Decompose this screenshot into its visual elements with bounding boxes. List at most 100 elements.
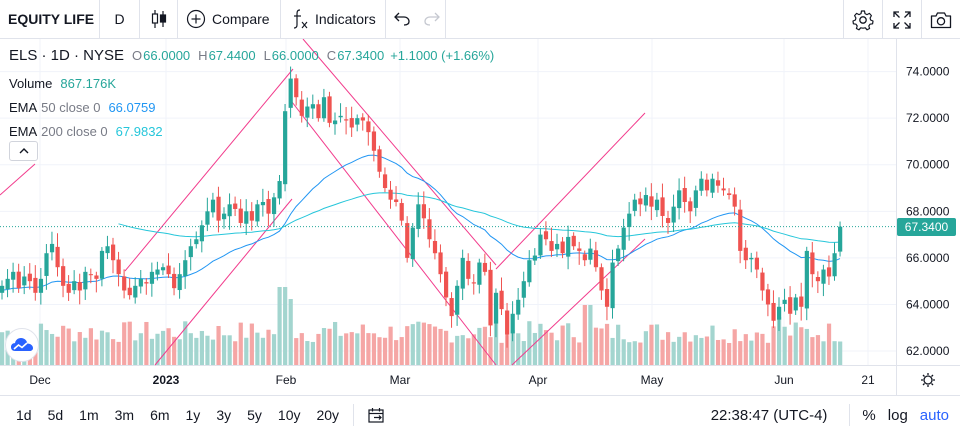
range-3m[interactable]: 3m (114, 406, 135, 423)
candle-body[interactable] (588, 248, 593, 260)
candle-body[interactable] (22, 276, 27, 286)
chart-type-button[interactable] (140, 0, 178, 39)
candle-body[interactable] (654, 199, 660, 211)
candle-body[interactable] (499, 290, 504, 310)
candle-body[interactable] (505, 310, 510, 335)
candle-body[interactable] (138, 278, 143, 287)
candle-body[interactable] (355, 118, 360, 125)
candle-body[interactable] (222, 213, 227, 220)
candle-body[interactable] (621, 227, 626, 250)
candle-body[interactable] (455, 285, 460, 315)
candle-body[interactable] (327, 96, 332, 123)
candle-body[interactable] (116, 259, 121, 275)
candle-body[interactable] (199, 225, 204, 242)
candle-body[interactable] (577, 248, 582, 251)
tradingview-logo[interactable] (5, 328, 39, 362)
candle-body[interactable] (682, 188, 687, 202)
trend-channel-line[interactable] (124, 68, 294, 272)
candle-body[interactable] (666, 218, 671, 223)
candle-body[interactable] (44, 253, 49, 276)
candle-body[interactable] (0, 285, 5, 293)
candle-body[interactable] (826, 267, 832, 277)
candle-body[interactable] (177, 274, 182, 291)
candle-body[interactable] (516, 299, 521, 315)
candle-body[interactable] (599, 267, 604, 291)
candle-body[interactable] (333, 120, 338, 125)
candle-body[interactable] (771, 302, 776, 321)
candle-body[interactable] (754, 257, 759, 270)
candle-body[interactable] (294, 78, 299, 98)
candle-body[interactable] (493, 292, 499, 324)
candle-body[interactable] (277, 181, 282, 199)
candle-body[interactable] (638, 198, 643, 205)
candle-body[interactable] (377, 149, 382, 172)
candle-body[interactable] (155, 269, 160, 275)
candle-body[interactable] (582, 254, 587, 261)
candle-body[interactable] (715, 180, 721, 186)
candle-body[interactable] (283, 111, 288, 185)
candle-body[interactable] (566, 236, 571, 257)
candle-body[interactable] (310, 104, 315, 109)
candle-body[interactable] (643, 195, 648, 206)
candle-body[interactable] (649, 196, 654, 207)
candle-body[interactable] (94, 275, 99, 279)
candle-body[interactable] (172, 273, 177, 289)
goto-date-button[interactable] (360, 396, 394, 433)
candle-body[interactable] (510, 313, 515, 334)
candle-body[interactable] (421, 204, 426, 219)
candle-body[interactable] (99, 250, 105, 279)
candle-body[interactable] (538, 234, 543, 256)
trend-channel-line[interactable] (0, 163, 36, 196)
indicators-button[interactable]: Indicators (281, 0, 386, 39)
candle-body[interactable] (632, 199, 637, 211)
candle-body[interactable] (188, 246, 193, 258)
candle-body[interactable] (382, 174, 388, 189)
candle-body[interactable] (527, 260, 532, 283)
candle-body[interactable] (66, 283, 71, 293)
trend-channel-line[interactable] (291, 101, 497, 366)
candle-body[interactable] (288, 78, 293, 108)
candle-body[interactable] (832, 253, 837, 277)
candle-body[interactable] (183, 260, 188, 277)
candle-body[interactable] (216, 196, 221, 221)
candle-body[interactable] (260, 202, 266, 206)
candle-body[interactable] (244, 211, 249, 224)
candle-body[interactable] (271, 197, 277, 215)
time-axis[interactable]: Dec 2023 Feb Mar Apr May Jun 21 (29, 373, 875, 387)
chart-pane[interactable]: 74.0000 72.0000 70.0000 68.0000 66.0000 64.00… (0, 39, 960, 395)
candle-body[interactable] (821, 269, 826, 284)
candle-body[interactable] (61, 266, 66, 286)
candle-body[interactable] (349, 118, 354, 128)
candle-body[interactable] (427, 219, 432, 240)
candle-body[interactable] (765, 289, 771, 305)
range-1y[interactable]: 1y (185, 406, 201, 423)
candle-body[interactable] (555, 243, 560, 250)
candle-body[interactable] (149, 271, 155, 284)
candle-body[interactable] (266, 199, 271, 214)
candle-body[interactable] (610, 262, 615, 309)
candle-body[interactable] (815, 277, 821, 282)
candle-body[interactable] (704, 179, 710, 191)
candle-body[interactable] (543, 231, 549, 240)
candle-body[interactable] (133, 285, 138, 298)
candle-body[interactable] (449, 298, 454, 317)
candle-body[interactable] (27, 273, 32, 282)
candle-body[interactable] (55, 246, 60, 268)
legend-symbol-title[interactable]: ELS · 1D · NYSE (9, 47, 125, 64)
candle-body[interactable] (688, 201, 693, 212)
range-10y[interactable]: 10y (277, 406, 301, 423)
legend-collapse-button[interactable] (9, 141, 38, 161)
candle-body[interactable] (249, 211, 254, 221)
candle-body[interactable] (38, 278, 44, 293)
percent-scale-toggle[interactable]: % (862, 406, 876, 424)
candle-body[interactable] (460, 257, 465, 289)
candle-body[interactable] (394, 199, 399, 202)
candle-body[interactable] (743, 247, 748, 261)
candle-body[interactable] (593, 250, 599, 268)
trend-channel-line[interactable] (302, 39, 497, 266)
candle-body[interactable] (782, 299, 787, 304)
candle-body[interactable] (710, 178, 715, 193)
legend-ema200[interactable]: EMA 200 close 0 67.9832 (9, 119, 494, 143)
candle-body[interactable] (316, 104, 321, 119)
range-5y[interactable]: 5y (247, 406, 262, 423)
